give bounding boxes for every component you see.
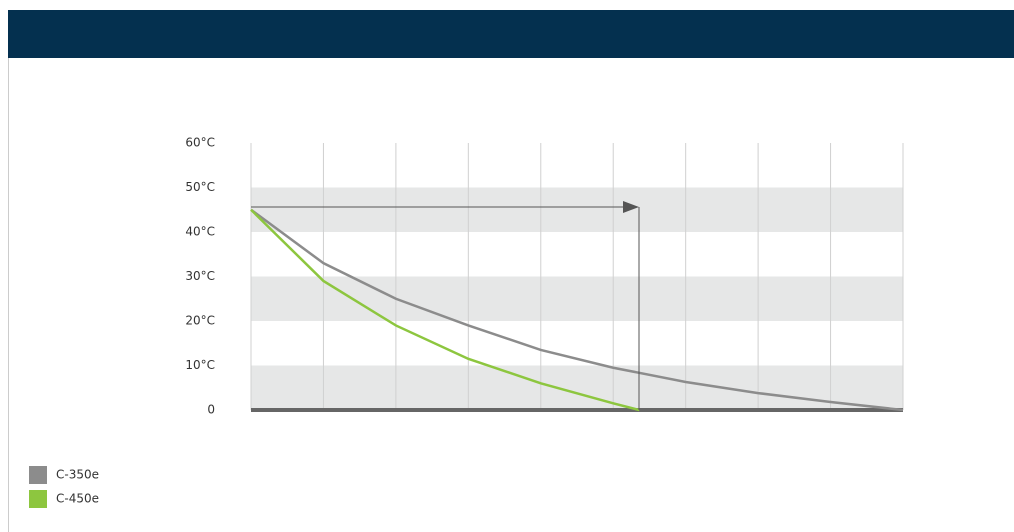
y-tick-label: 30°C — [185, 269, 215, 283]
legend-swatch — [29, 490, 47, 508]
y-tick-label: 10°C — [185, 358, 215, 372]
grid-band — [251, 365, 903, 410]
y-tick-label: 50°C — [185, 180, 215, 194]
y-tick-label: 60°C — [185, 136, 215, 150]
y-tick-label: 40°C — [185, 225, 215, 239]
annotation-arrowhead — [623, 201, 639, 213]
header-bar — [8, 10, 1014, 58]
legend-label: C-350e — [56, 468, 99, 482]
legend-swatch — [29, 466, 47, 484]
series-line — [250, 208, 640, 412]
y-tick-label: 0 — [207, 403, 215, 417]
legend-label: C-450e — [56, 492, 99, 506]
plot — [250, 143, 904, 410]
y-tick-label: 20°C — [185, 314, 215, 328]
series-line — [250, 208, 904, 412]
grid-band — [251, 276, 903, 321]
grid-band — [251, 187, 903, 232]
